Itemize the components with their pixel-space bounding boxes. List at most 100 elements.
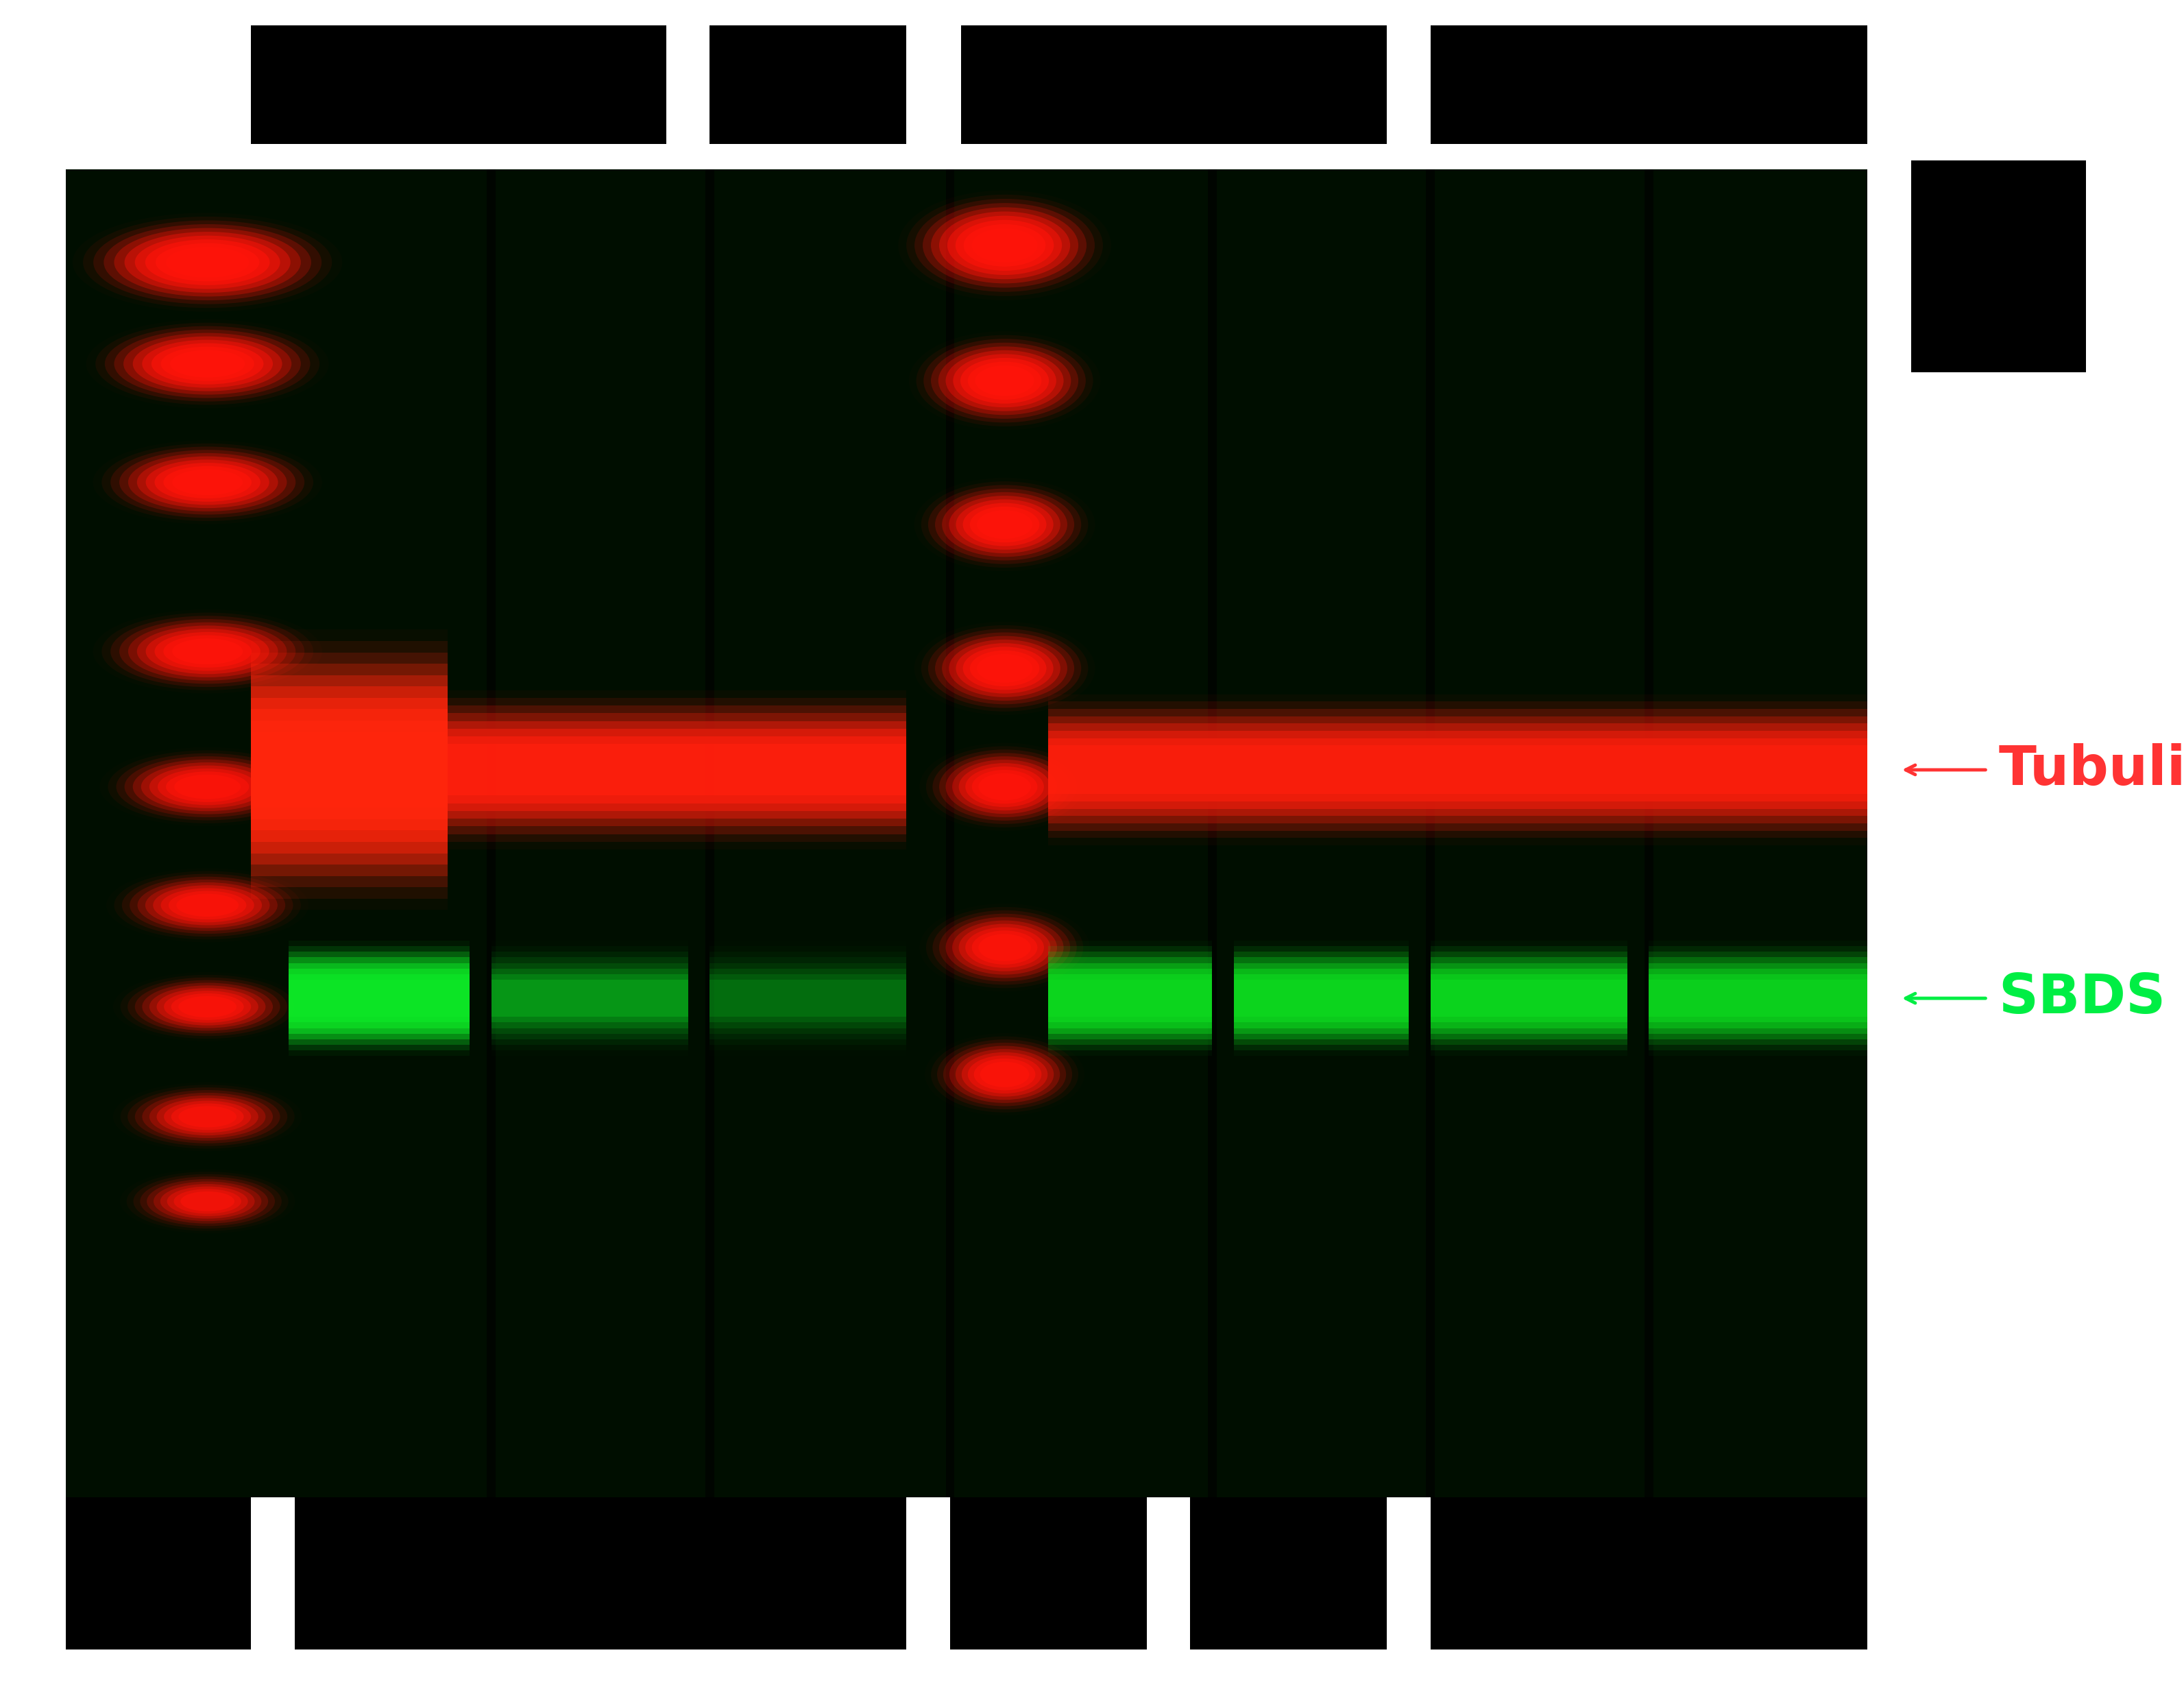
Bar (710, 946, 906, 1051)
Ellipse shape (930, 342, 1079, 420)
Bar (1911, 161, 2086, 372)
Ellipse shape (138, 626, 277, 677)
Bar (1431, 946, 1627, 1051)
Ellipse shape (970, 506, 1040, 543)
Ellipse shape (930, 208, 1079, 284)
Ellipse shape (153, 1181, 262, 1222)
Ellipse shape (946, 917, 1064, 978)
Ellipse shape (124, 333, 290, 394)
Ellipse shape (939, 212, 1070, 279)
Bar (1190, 1497, 1387, 1650)
Bar (487, 169, 496, 1497)
Ellipse shape (129, 453, 286, 511)
Bar (288, 941, 470, 1056)
Ellipse shape (181, 1191, 234, 1211)
Ellipse shape (948, 217, 1061, 276)
Bar (1234, 968, 1409, 1029)
Bar (491, 968, 688, 1029)
Ellipse shape (164, 1101, 251, 1132)
Ellipse shape (157, 1098, 258, 1135)
Ellipse shape (976, 511, 1033, 540)
Bar (1048, 702, 1867, 838)
Bar (1234, 941, 1409, 1056)
Bar (251, 653, 448, 887)
Bar (251, 697, 448, 843)
Ellipse shape (946, 350, 1064, 411)
Ellipse shape (157, 768, 258, 805)
Bar (1048, 709, 1867, 831)
Ellipse shape (933, 910, 1077, 985)
Bar (288, 953, 470, 1046)
Ellipse shape (922, 626, 1088, 712)
Bar (1426, 169, 1435, 1497)
Ellipse shape (976, 365, 1035, 396)
Ellipse shape (124, 232, 290, 293)
Ellipse shape (946, 756, 1064, 817)
Bar (251, 663, 448, 876)
Bar (1048, 963, 1212, 1034)
Ellipse shape (142, 763, 273, 810)
Bar (448, 706, 906, 834)
Ellipse shape (120, 619, 295, 684)
Ellipse shape (135, 980, 280, 1034)
Ellipse shape (166, 1186, 249, 1217)
Ellipse shape (164, 465, 251, 499)
Ellipse shape (114, 228, 301, 296)
Ellipse shape (957, 499, 1053, 550)
Bar (1431, 968, 1627, 1029)
Bar (1048, 694, 1867, 846)
Bar (1431, 963, 1627, 1034)
Bar (448, 714, 906, 826)
Ellipse shape (950, 1046, 1059, 1103)
Ellipse shape (164, 992, 251, 1022)
Bar (251, 629, 448, 910)
Bar (705, 169, 714, 1497)
Bar (66, 169, 1867, 1497)
Bar (1048, 731, 1867, 809)
Bar (1431, 1497, 1867, 1650)
Ellipse shape (970, 650, 1040, 687)
Ellipse shape (135, 235, 280, 289)
Ellipse shape (111, 616, 304, 687)
Bar (448, 721, 906, 819)
Ellipse shape (922, 482, 1088, 569)
Ellipse shape (127, 1088, 288, 1145)
Bar (1048, 716, 1867, 824)
Bar (251, 675, 448, 865)
Bar (1431, 25, 1867, 144)
Ellipse shape (963, 503, 1046, 547)
Ellipse shape (133, 337, 282, 391)
Bar (1649, 980, 1867, 1017)
Ellipse shape (170, 993, 245, 1020)
Ellipse shape (968, 362, 1042, 399)
Ellipse shape (94, 220, 321, 305)
Ellipse shape (103, 613, 312, 690)
Ellipse shape (968, 1056, 1042, 1093)
Ellipse shape (166, 247, 249, 277)
Ellipse shape (138, 880, 277, 931)
Ellipse shape (928, 486, 1081, 563)
Bar (1208, 169, 1216, 1497)
Bar (710, 980, 906, 1017)
Bar (1431, 941, 1627, 1056)
Bar (1431, 980, 1627, 1017)
Ellipse shape (928, 629, 1081, 707)
Ellipse shape (149, 985, 266, 1029)
Ellipse shape (965, 927, 1044, 968)
Bar (288, 958, 470, 1039)
Bar (1048, 724, 1867, 816)
Bar (1048, 953, 1212, 1046)
Ellipse shape (103, 443, 312, 521)
Ellipse shape (924, 203, 1088, 288)
Bar (1649, 968, 1867, 1029)
Ellipse shape (952, 760, 1057, 814)
Ellipse shape (972, 931, 1037, 964)
Bar (251, 687, 448, 853)
Ellipse shape (159, 1184, 256, 1218)
Ellipse shape (943, 1042, 1066, 1107)
Ellipse shape (974, 1059, 1035, 1090)
Bar (1649, 946, 1867, 1051)
Bar (288, 963, 470, 1034)
Bar (491, 980, 688, 1017)
Ellipse shape (965, 766, 1044, 807)
